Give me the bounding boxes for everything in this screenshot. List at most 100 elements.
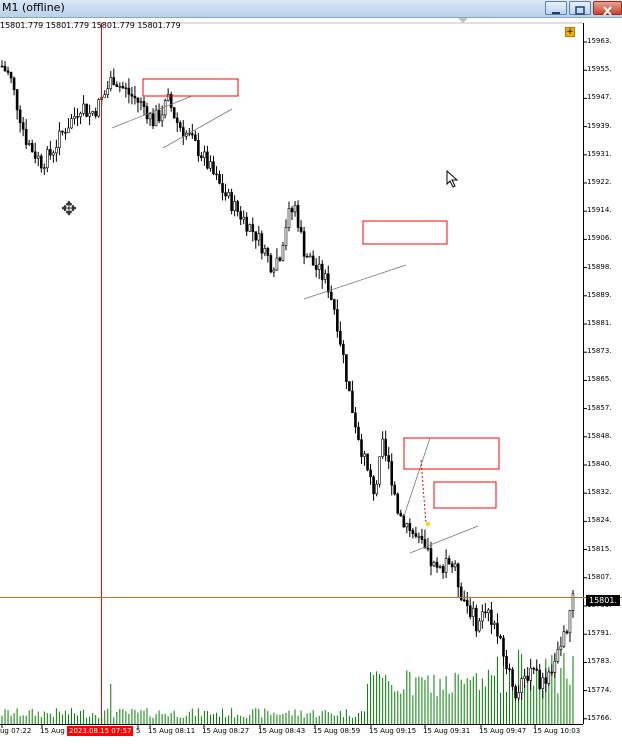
candle [390,453,394,496]
candle [348,381,351,392]
candle [227,188,230,199]
candle [538,663,542,691]
candle [499,634,502,640]
candle [12,76,16,96]
price-tick-label: 15963. [587,37,612,45]
price-tick-label: 15939. [587,121,612,130]
candle [242,210,245,225]
candle [450,561,454,574]
trend-line[interactable] [111,95,193,129]
price-tick-label: 15791. [587,629,612,638]
candle [529,658,532,691]
candle [571,589,575,618]
candle [260,230,264,260]
candle [378,456,381,488]
zone-box[interactable] [142,78,239,97]
candle [21,116,25,137]
candle [15,89,19,120]
trend-line[interactable] [409,525,479,554]
candle [109,70,113,92]
candle [423,529,427,549]
candle [106,81,110,99]
candle [33,142,37,164]
candle [157,103,161,124]
crosshair-time-label: 2023.08.15 07:57 [67,726,134,736]
candle [27,139,31,147]
candle [76,108,79,127]
candle [556,641,560,664]
candle [215,166,218,180]
autoscroll-icon[interactable]: + [565,27,575,37]
candle [323,269,327,284]
candle [484,602,487,618]
candle [408,518,412,538]
candle [465,591,469,614]
candle [197,132,200,162]
candle [82,95,85,116]
candle [254,231,258,249]
maximize-button[interactable] [569,1,591,15]
candle [468,598,472,620]
candle [239,206,242,226]
minimize-button[interactable] [545,1,567,15]
candle [236,199,239,217]
price-tick-label: 15815. [587,544,612,553]
candle [526,667,529,683]
price-tick-label: 15947. [587,93,612,102]
candle [257,225,261,246]
candle [67,118,70,134]
candle [121,81,125,90]
candle [178,120,182,132]
time-tick-label: 15 Aug [40,727,65,735]
candle [127,78,131,104]
candle [142,96,146,116]
candle [417,532,421,544]
time-tick-label: 15 Aug 08:43 [258,727,306,735]
price-tick-label: 15873. [587,347,612,356]
candle [91,110,94,117]
candle [166,88,170,102]
candle [160,105,164,128]
current-price-label: 15801. [586,595,620,606]
trend-lines [111,95,479,554]
candle [351,380,354,414]
candle [94,107,97,119]
trend-line[interactable] [162,108,233,149]
candle [333,298,336,315]
candle [429,541,433,576]
shift-marker-icon[interactable] [458,18,468,23]
zone-box[interactable] [433,481,497,509]
candle [206,145,209,170]
candle [212,155,215,176]
candle [462,590,466,602]
candle [163,98,167,119]
candle [79,111,82,125]
candle [24,119,28,150]
zone-box[interactable] [403,437,500,470]
candle [402,514,406,528]
candle [456,562,460,597]
candle [490,601,493,635]
candle [565,629,569,635]
move-cursor-icon: ✥ [61,198,77,220]
window-title: M1 (offline) [2,1,65,14]
price-chart[interactable] [0,18,622,744]
candle [320,260,324,289]
candle [248,223,252,233]
price-tick-label: 15922. [587,178,612,186]
candle [399,509,403,517]
close-button[interactable] [593,1,622,16]
candle [278,256,282,262]
candle [194,130,197,142]
trend-line[interactable] [403,437,431,517]
candle [55,139,58,162]
candle [493,620,496,630]
crosshair-readout: 15801.779 15801.779 15801.779 15801.779 [0,21,181,30]
trend-line[interactable] [303,264,407,300]
candle [432,560,436,568]
candle [112,68,116,86]
candle [405,522,409,534]
zone-box[interactable] [362,220,448,245]
candle [354,406,357,434]
minimize-icon [552,12,560,14]
